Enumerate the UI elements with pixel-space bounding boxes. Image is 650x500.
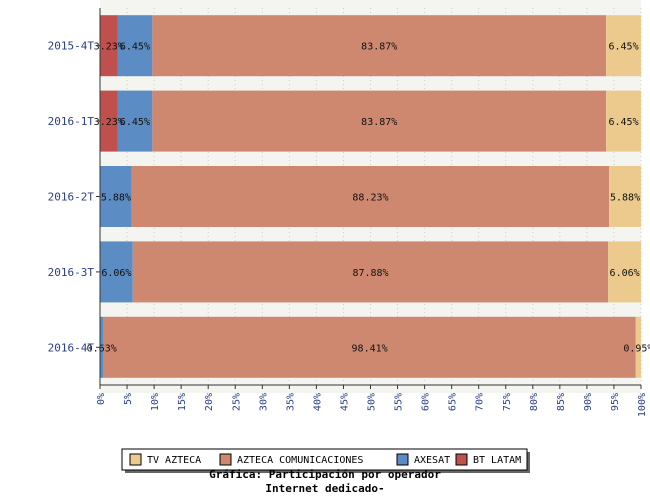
x-tick-label: 10% [150, 393, 161, 411]
data-label: 0.63% [87, 343, 117, 354]
data-label: 87.88% [352, 268, 388, 279]
bar-segment [117, 90, 153, 152]
bar-segment [132, 241, 609, 303]
data-label: 3.23% [94, 117, 124, 128]
legend-label: BT LATAM [473, 455, 521, 466]
row-gap [100, 301, 641, 318]
data-label: 5.88% [610, 193, 640, 204]
data-label: 83.87% [361, 117, 397, 128]
bar-segment [609, 166, 641, 227]
legend: TV AZTECA AZTECA COMUNICACIONES AXESAT BT L… [121, 448, 530, 473]
tick-labels: 0% 5% 10% 15% 20% 25% 30% 35% 40% 45% 50% 55% 60% 65%… [96, 393, 648, 417]
bar-segment [606, 15, 641, 77]
bar-segment [100, 15, 118, 77]
category-label: 2015-4T [48, 40, 95, 53]
data-label: 6.45% [120, 42, 150, 53]
legend-label: AXESAT [414, 455, 450, 466]
category-label: 2016-3T [48, 266, 95, 279]
bars [100, 15, 641, 378]
bar-segment [608, 241, 641, 303]
x-tick-label: 95% [610, 393, 621, 411]
data-label: 0.95% [623, 343, 650, 354]
bar-segment [117, 15, 153, 77]
bar-segment [100, 316, 104, 378]
data-label: 5.88% [101, 193, 131, 204]
legend-swatch [219, 453, 232, 466]
data-label: 6.45% [120, 117, 150, 128]
bar-segment [606, 90, 641, 152]
legend-swatch [455, 453, 468, 466]
legend-swatch [129, 453, 142, 466]
x-tick-label: 15% [177, 393, 188, 411]
legend-swatch [396, 453, 409, 466]
x-tick-label: 100% [637, 393, 648, 417]
x-tick-label: 90% [583, 393, 594, 411]
category-label: 2016-2T [48, 191, 95, 204]
x-tick-label: 70% [475, 393, 486, 411]
x-tick-label: 30% [258, 393, 269, 411]
x-tick-label: 0% [96, 393, 107, 405]
bar-segment [131, 166, 610, 227]
bar-segment [635, 316, 641, 378]
bar-segment [100, 90, 118, 152]
bar-segment [152, 15, 607, 77]
legend-label: TV AZTECA [147, 455, 201, 466]
x-tick-label: 5% [123, 393, 134, 405]
x-tick-label: 35% [285, 393, 296, 411]
data-label: 6.06% [101, 268, 131, 279]
data-label: 6.45% [608, 117, 638, 128]
chart-caption-line1: Gráfica: Participación por operador [209, 468, 441, 481]
x-tick-label: 40% [312, 393, 323, 411]
x-tick-label: 50% [367, 393, 378, 411]
legend-label: AZTECA COMUNICACIONES [237, 455, 363, 466]
category-label: 2016-4T [48, 341, 95, 354]
category-labels: 2015-4T 2016-1T 2016-2T 2016-3T 2016-4T [48, 40, 95, 355]
category-label: 2016-1T [48, 115, 95, 128]
row-gap [100, 226, 641, 243]
x-tick-label: 20% [204, 393, 215, 411]
x-tick-label: 65% [448, 393, 459, 411]
data-labels: 3.23%6.45% 83.87% 6.45%3.23%6.45% 83.87% 6.4… [87, 42, 650, 355]
row-gap [100, 75, 641, 92]
data-label: 3.23% [94, 42, 124, 53]
axes [96, 8, 642, 389]
x-tick-label: 55% [394, 393, 405, 411]
x-tick-label: 80% [529, 393, 540, 411]
bar-segment [100, 166, 132, 227]
chart-caption-line2: Internet dedicado- [265, 482, 385, 495]
data-label: 83.87% [361, 42, 397, 53]
data-label: 98.41% [352, 343, 388, 354]
x-tick-label: 85% [556, 393, 567, 411]
bar-segment [152, 90, 607, 152]
bar-segment [100, 241, 133, 303]
row-gap [100, 150, 641, 167]
data-label: 6.45% [608, 42, 638, 53]
data-label: 6.06% [610, 268, 640, 279]
x-tick-label: 45% [339, 393, 350, 411]
data-label: 88.23% [352, 193, 388, 204]
bar-segment [103, 316, 636, 378]
x-tick-label: 60% [421, 393, 432, 411]
x-tick-label: 25% [231, 393, 242, 411]
x-tick-label: 75% [502, 393, 513, 411]
